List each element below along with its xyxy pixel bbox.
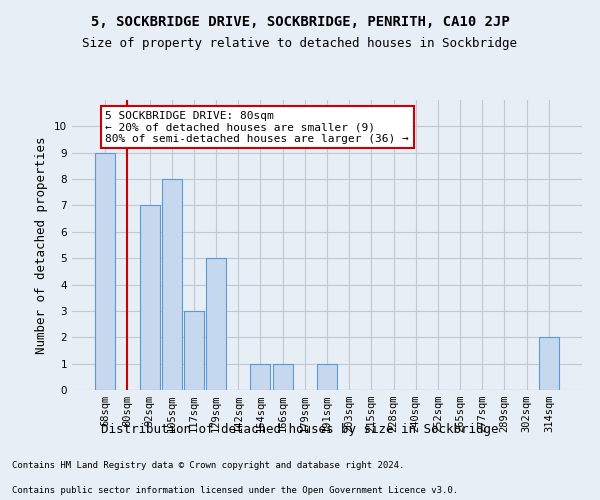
- Bar: [162, 179, 182, 390]
- Bar: [250, 364, 271, 390]
- Text: 5 SOCKBRIDGE DRIVE: 80sqm
← 20% of detached houses are smaller (9)
80% of semi-d: 5 SOCKBRIDGE DRIVE: 80sqm ← 20% of detac…: [106, 110, 409, 144]
- Y-axis label: Number of detached properties: Number of detached properties: [35, 136, 49, 354]
- Text: 5, SOCKBRIDGE DRIVE, SOCKBRIDGE, PENRITH, CA10 2JP: 5, SOCKBRIDGE DRIVE, SOCKBRIDGE, PENRITH…: [91, 15, 509, 29]
- Bar: [95, 152, 115, 390]
- Bar: [140, 206, 160, 390]
- Bar: [184, 311, 204, 390]
- Text: Distribution of detached houses by size in Sockbridge: Distribution of detached houses by size …: [101, 422, 499, 436]
- Bar: [272, 364, 293, 390]
- Text: Contains public sector information licensed under the Open Government Licence v3: Contains public sector information licen…: [12, 486, 458, 495]
- Text: Size of property relative to detached houses in Sockbridge: Size of property relative to detached ho…: [83, 38, 517, 51]
- Bar: [539, 338, 559, 390]
- Text: Contains HM Land Registry data © Crown copyright and database right 2024.: Contains HM Land Registry data © Crown c…: [12, 461, 404, 470]
- Bar: [206, 258, 226, 390]
- Bar: [317, 364, 337, 390]
